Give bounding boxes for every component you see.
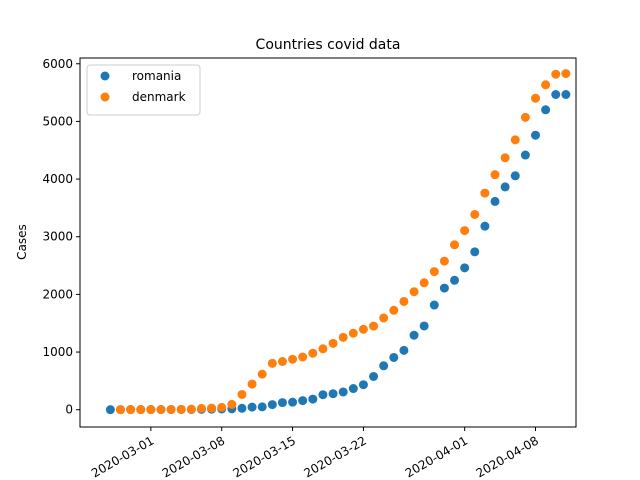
data-point-denmark <box>500 153 510 163</box>
data-point-denmark <box>490 170 500 180</box>
data-point-romania <box>257 402 267 412</box>
data-point-romania <box>510 171 520 181</box>
data-point-romania <box>419 321 429 331</box>
data-point-denmark <box>308 348 318 358</box>
chart-title: Countries covid data <box>256 37 401 53</box>
data-point-denmark <box>115 405 125 415</box>
data-point-denmark <box>429 267 439 277</box>
data-point-denmark <box>419 278 429 288</box>
data-point-denmark <box>551 69 561 79</box>
data-point-denmark <box>531 93 541 103</box>
data-point-denmark <box>470 209 480 219</box>
data-point-denmark <box>399 296 409 306</box>
data-point-denmark <box>207 403 217 413</box>
data-point-romania <box>369 371 379 381</box>
data-point-denmark <box>146 405 156 415</box>
data-point-denmark <box>541 80 551 90</box>
data-point-denmark <box>358 324 368 334</box>
y-tick-label: 3000 <box>42 230 73 244</box>
data-point-romania <box>247 402 257 412</box>
data-point-romania <box>450 275 460 285</box>
y-axis-label: Cases <box>15 224 29 260</box>
data-point-romania <box>541 105 551 115</box>
legend-label: denmark <box>132 90 186 104</box>
data-point-romania <box>277 398 287 408</box>
legend-box <box>86 64 201 116</box>
data-point-denmark <box>217 402 227 412</box>
data-point-romania <box>338 387 348 397</box>
data-point-romania <box>298 396 308 406</box>
data-point-denmark <box>460 226 470 236</box>
data-point-romania <box>409 330 419 340</box>
data-point-romania <box>105 405 115 415</box>
data-point-romania <box>531 130 541 140</box>
data-point-denmark <box>318 344 328 354</box>
data-point-denmark <box>267 358 277 368</box>
data-point-romania <box>379 361 389 371</box>
data-point-denmark <box>348 328 358 338</box>
data-point-romania <box>308 394 318 404</box>
data-point-romania <box>399 345 409 355</box>
data-point-denmark <box>379 313 389 323</box>
data-point-denmark <box>156 405 166 415</box>
data-point-romania <box>237 403 247 413</box>
data-point-denmark <box>480 188 490 198</box>
legend: romania denmark <box>86 64 201 116</box>
data-point-romania <box>551 89 561 99</box>
data-point-denmark <box>510 135 520 145</box>
data-point-romania <box>318 390 328 400</box>
data-point-romania <box>439 283 449 293</box>
data-point-denmark <box>298 352 308 362</box>
data-point-denmark <box>227 399 237 409</box>
y-tick-label: 5000 <box>42 114 73 128</box>
data-point-denmark <box>186 404 196 414</box>
data-point-romania <box>520 150 530 160</box>
data-point-denmark <box>257 369 267 379</box>
data-point-denmark <box>237 389 247 399</box>
data-point-romania <box>429 300 439 310</box>
data-point-denmark <box>126 405 136 415</box>
data-point-romania <box>490 196 500 206</box>
data-point-denmark <box>439 256 449 266</box>
data-point-romania <box>389 352 399 362</box>
data-point-romania <box>288 397 298 407</box>
data-point-denmark <box>247 379 257 389</box>
y-tick-label: 0 <box>65 403 73 417</box>
data-point-romania <box>561 89 571 99</box>
data-point-romania <box>470 247 480 257</box>
data-point-denmark <box>277 357 287 367</box>
y-tick-label: 6000 <box>42 57 73 71</box>
data-point-denmark <box>369 321 379 331</box>
data-point-denmark <box>136 405 146 415</box>
data-point-denmark <box>561 69 571 79</box>
data-point-denmark <box>338 332 348 342</box>
y-tick-label: 4000 <box>42 172 73 186</box>
data-point-romania <box>500 182 510 192</box>
data-point-romania <box>480 221 490 231</box>
data-point-romania <box>460 263 470 273</box>
data-point-denmark <box>196 403 206 413</box>
data-point-denmark <box>409 287 419 297</box>
data-point-denmark <box>176 404 186 414</box>
legend-marker <box>100 71 110 81</box>
data-point-romania <box>348 384 358 394</box>
y-tick-label: 2000 <box>42 287 73 301</box>
data-point-denmark <box>520 112 530 122</box>
data-point-denmark <box>166 404 176 414</box>
data-point-romania <box>267 400 277 410</box>
series-denmark <box>115 69 571 415</box>
data-point-denmark <box>450 240 460 250</box>
legend-marker <box>100 92 110 102</box>
data-point-denmark <box>389 305 399 315</box>
data-point-denmark <box>328 338 338 348</box>
plot-frame <box>79 57 577 428</box>
data-point-denmark <box>288 354 298 364</box>
legend-label: romania <box>132 69 181 83</box>
data-point-romania <box>328 389 338 399</box>
y-tick-label: 1000 <box>42 345 73 359</box>
data-point-romania <box>358 380 368 390</box>
